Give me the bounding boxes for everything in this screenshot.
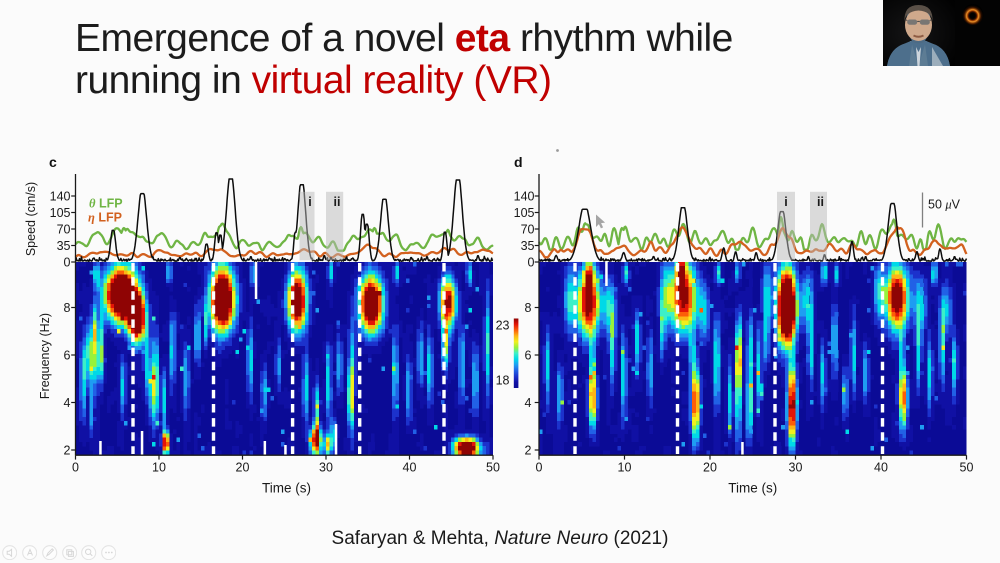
svg-text:105: 105 — [514, 206, 535, 220]
svg-text:6: 6 — [64, 348, 71, 362]
svg-text:2: 2 — [525, 443, 532, 457]
svg-text:8: 8 — [64, 301, 71, 315]
svg-text:23: 23 — [496, 319, 510, 333]
svg-text:105: 105 — [50, 206, 71, 220]
svg-text:20: 20 — [236, 461, 250, 475]
svg-text:140: 140 — [514, 189, 535, 203]
svg-text:50 μV: 50 μV — [928, 198, 961, 212]
svg-text:4: 4 — [64, 396, 71, 410]
svg-text:4: 4 — [525, 396, 532, 410]
svg-text:40: 40 — [874, 461, 888, 475]
svg-text:i: i — [784, 195, 787, 209]
svg-text:70: 70 — [57, 222, 71, 236]
svg-text:30: 30 — [319, 461, 333, 475]
svg-text:ii: ii — [334, 195, 341, 209]
svg-text:0: 0 — [528, 255, 535, 269]
svg-text:20: 20 — [703, 461, 717, 475]
svg-text:Time (s): Time (s) — [728, 481, 777, 496]
svg-text:Frequency (Hz): Frequency (Hz) — [38, 313, 52, 399]
svg-text:30: 30 — [789, 461, 803, 475]
svg-text:8: 8 — [525, 301, 532, 315]
svg-text:40: 40 — [403, 461, 417, 475]
svg-text:50: 50 — [960, 461, 974, 475]
svg-text:50: 50 — [486, 461, 500, 475]
svg-text:θ LFP: θ LFP — [89, 197, 123, 211]
svg-text:0: 0 — [64, 255, 71, 269]
svg-text:10: 10 — [618, 461, 632, 475]
svg-text:ii: ii — [817, 195, 824, 209]
svg-text:d: d — [514, 154, 523, 170]
svg-text:10: 10 — [152, 461, 166, 475]
svg-text:η LFP: η LFP — [88, 211, 122, 225]
svg-text:35: 35 — [521, 239, 535, 253]
svg-text:0: 0 — [536, 461, 543, 475]
svg-text:0: 0 — [72, 461, 79, 475]
svg-text:35: 35 — [57, 239, 71, 253]
svg-text:c: c — [49, 154, 57, 170]
svg-text:2: 2 — [64, 443, 71, 457]
svg-text:i: i — [308, 195, 311, 209]
svg-text:Speed (cm/s): Speed (cm/s) — [24, 182, 38, 256]
svg-text:6: 6 — [525, 348, 532, 362]
svg-text:140: 140 — [50, 189, 71, 203]
svg-text:70: 70 — [521, 222, 535, 236]
svg-text:18: 18 — [496, 374, 510, 388]
svg-text:Time (s): Time (s) — [262, 481, 311, 496]
